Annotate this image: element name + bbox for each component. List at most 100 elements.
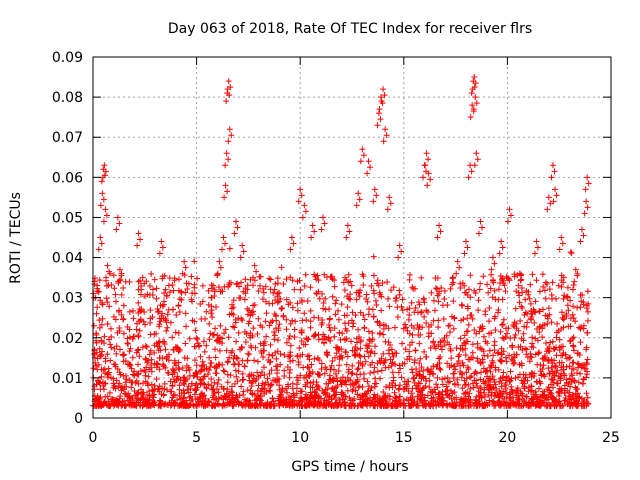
data-point (136, 353, 143, 360)
data-point (431, 343, 438, 350)
data-point (107, 357, 114, 364)
data-point (408, 322, 415, 329)
data-point (333, 389, 340, 396)
data-point (432, 285, 439, 292)
data-point (205, 287, 212, 294)
data-point (167, 378, 174, 385)
data-point (257, 340, 264, 347)
data-point (224, 379, 231, 386)
data-point (378, 401, 385, 408)
data-point (369, 397, 376, 404)
data-point (329, 402, 336, 409)
data-point (364, 378, 371, 385)
data-point (222, 326, 229, 333)
data-point (107, 325, 114, 332)
data-point (171, 357, 178, 364)
data-point (231, 352, 238, 359)
data-point (238, 315, 245, 322)
data-point (96, 317, 103, 324)
data-point-peak (454, 258, 461, 265)
data-point-peak (346, 228, 353, 235)
data-point (520, 371, 527, 378)
data-point (212, 354, 219, 361)
data-point (543, 348, 550, 355)
data-point (556, 336, 563, 343)
data-point (108, 344, 115, 351)
data-point (551, 346, 558, 353)
data-point (328, 396, 335, 403)
data-point (136, 327, 143, 334)
data-point (460, 400, 467, 407)
data-point-peak (104, 262, 111, 269)
data-point (404, 327, 411, 334)
data-point (254, 330, 261, 337)
data-point (163, 317, 170, 324)
data-point (176, 366, 183, 373)
data-point (158, 402, 165, 409)
data-point (137, 277, 144, 284)
data-point (439, 381, 446, 388)
data-point (558, 370, 565, 377)
data-point (550, 394, 557, 401)
data-point (197, 380, 204, 387)
data-point (256, 282, 263, 289)
data-point (519, 289, 526, 296)
data-point-peak (425, 170, 432, 177)
data-point (384, 295, 391, 302)
data-point-peak (139, 274, 146, 281)
data-point (238, 344, 245, 351)
data-point (334, 307, 341, 314)
data-point (392, 394, 399, 401)
data-point (275, 327, 282, 334)
data-point-peak (357, 158, 364, 165)
data-point (499, 334, 506, 341)
data-point (205, 399, 212, 406)
data-point (313, 290, 320, 297)
data-point (458, 396, 465, 403)
data-point (271, 332, 278, 339)
data-point (431, 386, 438, 393)
data-point (283, 276, 290, 283)
data-point (414, 322, 421, 329)
data-point-peak (475, 230, 482, 237)
data-point (572, 384, 579, 391)
data-point (389, 402, 396, 409)
data-point (548, 291, 555, 298)
data-point (193, 335, 200, 342)
data-point (395, 401, 402, 408)
data-point (295, 361, 302, 368)
data-point (333, 374, 340, 381)
data-point (577, 370, 584, 377)
data-point (188, 273, 195, 280)
data-point-peak (226, 126, 233, 133)
data-point (536, 308, 543, 315)
data-point (474, 383, 481, 390)
data-point (349, 370, 356, 377)
data-point-peak (380, 86, 387, 93)
data-point (311, 398, 318, 405)
data-point-peak (367, 164, 374, 171)
data-point (354, 391, 361, 398)
data-point (336, 356, 343, 363)
data-point (326, 315, 333, 322)
data-point (244, 386, 251, 393)
data-point-peak (584, 204, 591, 211)
data-point (380, 360, 387, 367)
data-point (315, 398, 322, 405)
data-point (409, 369, 416, 376)
data-point-peak (434, 234, 441, 241)
data-point (532, 388, 539, 395)
data-point (485, 386, 492, 393)
data-point (536, 288, 543, 295)
data-point (264, 402, 271, 409)
data-point (297, 353, 304, 360)
data-point (329, 358, 336, 365)
data-point (438, 285, 445, 292)
data-point (433, 381, 440, 388)
data-point (556, 385, 563, 392)
data-point (540, 362, 547, 369)
data-point (352, 343, 359, 350)
data-point (546, 286, 553, 293)
data-point (535, 350, 542, 357)
data-point (229, 389, 236, 396)
